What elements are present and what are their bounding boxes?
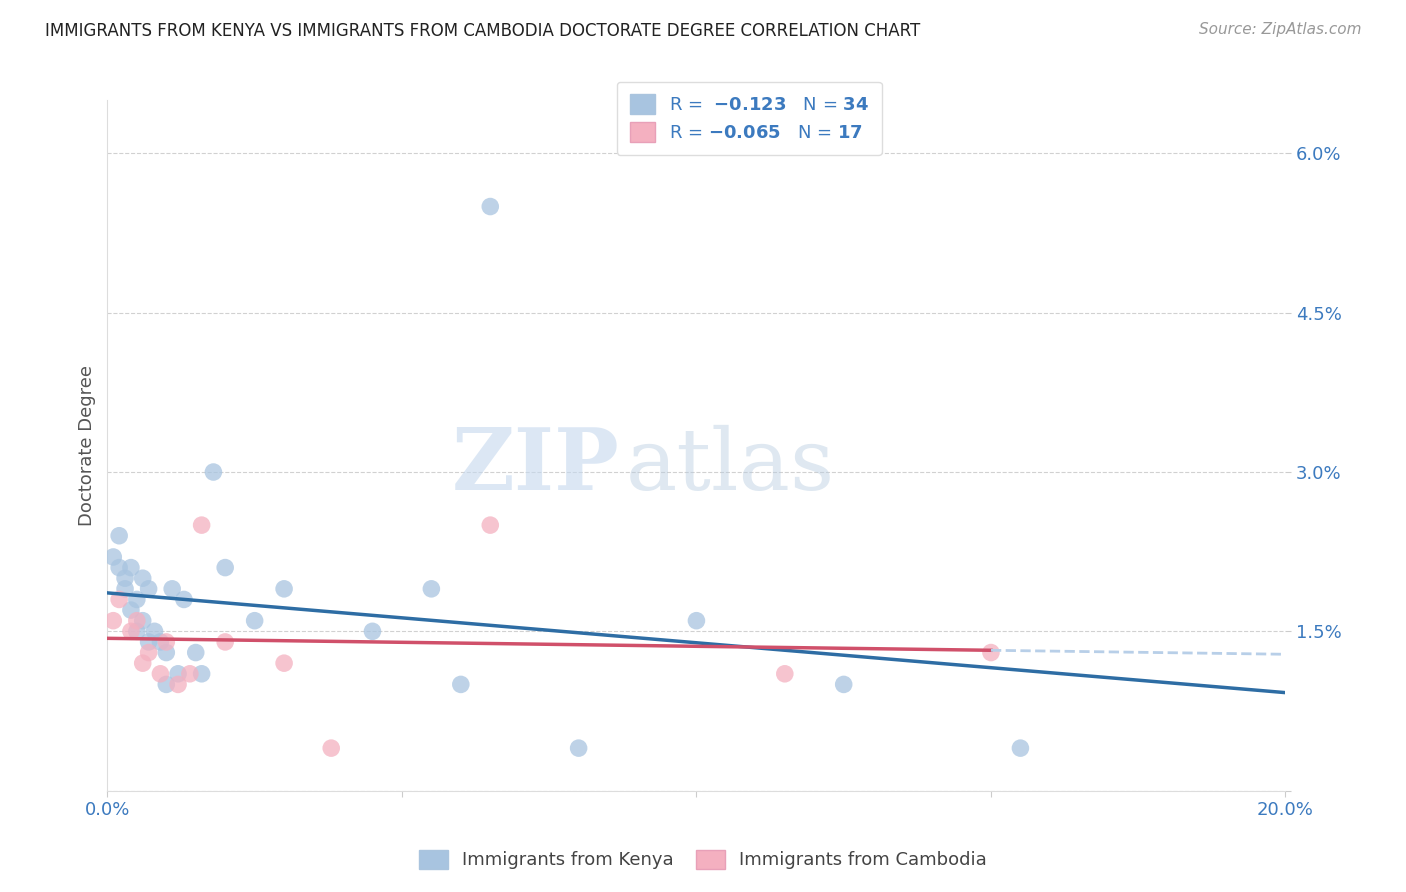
Point [114, 571, 136, 585]
Point [832, 677, 855, 691]
Point [149, 666, 172, 681]
Point [685, 614, 707, 628]
Text: IMMIGRANTS FROM KENYA VS IMMIGRANTS FROM CAMBODIA DOCTORATE DEGREE CORRELATION C: IMMIGRANTS FROM KENYA VS IMMIGRANTS FROM… [45, 22, 921, 40]
Point [143, 624, 166, 639]
Point [132, 614, 155, 628]
Point [173, 592, 195, 607]
Point [155, 677, 177, 691]
Point [202, 465, 225, 479]
Point [138, 582, 160, 596]
Point [103, 549, 125, 564]
Point [214, 635, 236, 649]
Point [149, 635, 172, 649]
Point [450, 677, 472, 691]
Point [273, 656, 295, 670]
Text: ZIP: ZIP [453, 425, 620, 508]
Point [214, 560, 236, 574]
Point [773, 666, 796, 681]
Point [243, 614, 266, 628]
Point [160, 582, 183, 596]
Point [138, 646, 160, 660]
Point [1010, 741, 1032, 756]
Legend: Immigrants from Kenya, Immigrants from Cambodia: Immigrants from Kenya, Immigrants from C… [411, 840, 995, 879]
Text: atlas: atlas [626, 425, 835, 508]
Point [167, 677, 190, 691]
Point [114, 582, 136, 596]
Point [108, 592, 131, 607]
Point [980, 646, 1002, 660]
Point [568, 741, 591, 756]
Y-axis label: Doctorate Degree: Doctorate Degree [79, 365, 96, 526]
Point [103, 614, 125, 628]
Point [420, 582, 443, 596]
Point [190, 518, 212, 533]
Point [179, 666, 201, 681]
Text: Source: ZipAtlas.com: Source: ZipAtlas.com [1198, 22, 1361, 37]
Point [125, 614, 148, 628]
Point [184, 646, 207, 660]
Point [479, 200, 502, 214]
Point [479, 518, 502, 533]
Point [132, 571, 155, 585]
Point [190, 666, 212, 681]
Point [108, 529, 131, 543]
Point [138, 635, 160, 649]
Point [155, 635, 177, 649]
Point [125, 624, 148, 639]
Point [321, 741, 343, 756]
Point [273, 582, 295, 596]
Point [132, 656, 155, 670]
Point [155, 646, 177, 660]
Point [167, 666, 190, 681]
Legend: R =  $\mathbf{-0.123}$   N = $\mathbf{34}$, R = $\mathbf{-0.065}$   N = $\mathbf: R = $\mathbf{-0.123}$ N = $\mathbf{34}$,… [617, 82, 882, 155]
Point [108, 560, 131, 574]
Point [125, 592, 148, 607]
Point [120, 624, 142, 639]
Point [361, 624, 384, 639]
Point [120, 560, 142, 574]
Point [120, 603, 142, 617]
